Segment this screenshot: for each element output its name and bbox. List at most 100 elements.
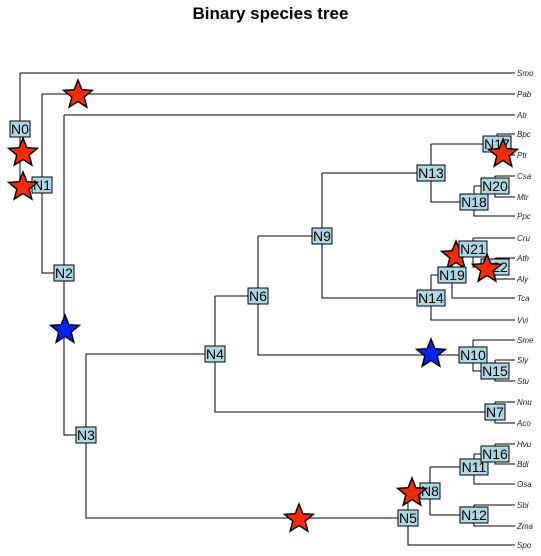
node-label-n14: N14 — [416, 289, 446, 307]
branch — [257, 235, 473, 356]
node-box — [75, 426, 97, 444]
node-label-n10: N10 — [458, 346, 488, 364]
tip-label: Aco — [516, 419, 531, 428]
node-label-n19: N19 — [437, 266, 467, 284]
node-text: N21 — [460, 241, 486, 257]
tip-label: Bdi — [517, 460, 529, 469]
event-stars-front — [6, 77, 520, 533]
node-text: N2 — [55, 265, 73, 281]
node-box — [484, 403, 506, 421]
node-box — [480, 445, 510, 463]
node-text: N14 — [418, 290, 444, 306]
tip-label: Smo — [517, 69, 534, 78]
node-box — [397, 509, 419, 527]
node-box — [311, 227, 333, 245]
node-label-n20: N20 — [480, 177, 510, 195]
node-label-n16: N16 — [480, 445, 510, 463]
node-label-n13: N13 — [416, 164, 446, 182]
blue-star-marker — [48, 312, 82, 344]
node-text: N7 — [486, 404, 504, 420]
node-box — [416, 164, 446, 182]
node-box — [480, 362, 510, 380]
tip-label: Aly — [516, 275, 529, 284]
branch — [321, 172, 431, 299]
node-label-n2: N2 — [53, 264, 75, 282]
red-star-marker — [61, 77, 95, 109]
node-text: N6 — [249, 288, 267, 304]
node-text: N4 — [206, 346, 224, 362]
tip-label: Sbi — [517, 501, 529, 510]
branch — [41, 93, 515, 274]
node-box — [459, 506, 489, 524]
red-star-marker — [6, 169, 40, 201]
node-text: N3 — [77, 427, 95, 443]
node-box — [9, 120, 31, 138]
node-label-n15: N15 — [480, 362, 510, 380]
tip-label: Stu — [517, 377, 530, 386]
node-text: N1 — [33, 177, 51, 193]
node-label-n11: N11 — [459, 458, 489, 476]
red-star-marker — [282, 501, 316, 533]
tree-branches — [19, 72, 515, 546]
tip-label: Ptr — [517, 151, 528, 160]
tip-label: Hvu — [517, 440, 532, 449]
node-box — [204, 345, 226, 363]
node-text: N15 — [482, 363, 508, 379]
node-label-n6: N6 — [247, 287, 269, 305]
node-box — [458, 240, 488, 258]
node-label-n9: N9 — [311, 227, 333, 245]
tip-label: Sme — [517, 336, 534, 345]
node-label-n18: N18 — [459, 193, 489, 211]
node-label-n0: N0 — [9, 120, 31, 138]
node-box — [416, 289, 446, 307]
node-text: N20 — [482, 178, 508, 194]
node-box — [480, 177, 510, 195]
node-text: N10 — [460, 347, 486, 363]
node-label-n8: N8 — [419, 482, 441, 500]
node-text: N16 — [482, 446, 508, 462]
node-text: N19 — [439, 267, 465, 283]
tip-labels: Smo Pab Atr Bpc Ptr Csa Mtr Ppc Cru Ath Aly Tca Vvi S… — [516, 69, 534, 550]
node-label-n5: N5 — [397, 509, 419, 527]
node-text: N9 — [313, 228, 331, 244]
node-box — [459, 458, 489, 476]
tip-label: Bpc — [517, 130, 531, 139]
red-star-marker — [6, 135, 40, 167]
node-box — [437, 266, 467, 284]
tip-label: Atr — [516, 111, 528, 120]
node-box — [458, 346, 488, 364]
node-label-n7: N7 — [484, 403, 506, 421]
tip-label: Csa — [517, 172, 532, 181]
tip-label: Ath — [516, 254, 530, 263]
node-text: N5 — [399, 510, 417, 526]
node-text: N13 — [418, 165, 444, 181]
blue-star-marker — [414, 336, 448, 368]
node-labels: N0 N1 N2 N3 N4 N5 N6 N7 N8 N9 N10 N11 N12 N13 N14 N15 N1… — [9, 120, 512, 527]
diagram-title: Binary species tree — [192, 4, 349, 23]
node-text: N18 — [461, 194, 487, 210]
node-box — [459, 193, 489, 211]
tip-label: Pab — [517, 90, 532, 99]
tip-label: Vvi — [517, 316, 528, 325]
node-text: N8 — [421, 483, 439, 499]
branch — [85, 353, 408, 519]
node-label-n4: N4 — [204, 345, 226, 363]
branch — [214, 295, 495, 413]
tip-label: Cru — [517, 234, 530, 243]
node-text: N0 — [11, 121, 29, 137]
node-label-n12: N12 — [459, 506, 489, 524]
red-star-marker — [486, 136, 520, 168]
tip-label: Ppc — [517, 212, 531, 221]
tip-label: Zma — [516, 522, 534, 531]
tip-label: Tca — [517, 294, 530, 303]
node-box — [53, 264, 75, 282]
tip-label: Spo — [517, 541, 532, 550]
node-box — [247, 287, 269, 305]
red-star-marker — [395, 475, 429, 507]
node-label-n21: N21 — [458, 240, 488, 258]
tip-label: Osa — [517, 480, 532, 489]
tip-label: Nnu — [517, 398, 532, 407]
tip-label: Mtr — [517, 193, 529, 202]
node-text: N12 — [461, 507, 487, 523]
